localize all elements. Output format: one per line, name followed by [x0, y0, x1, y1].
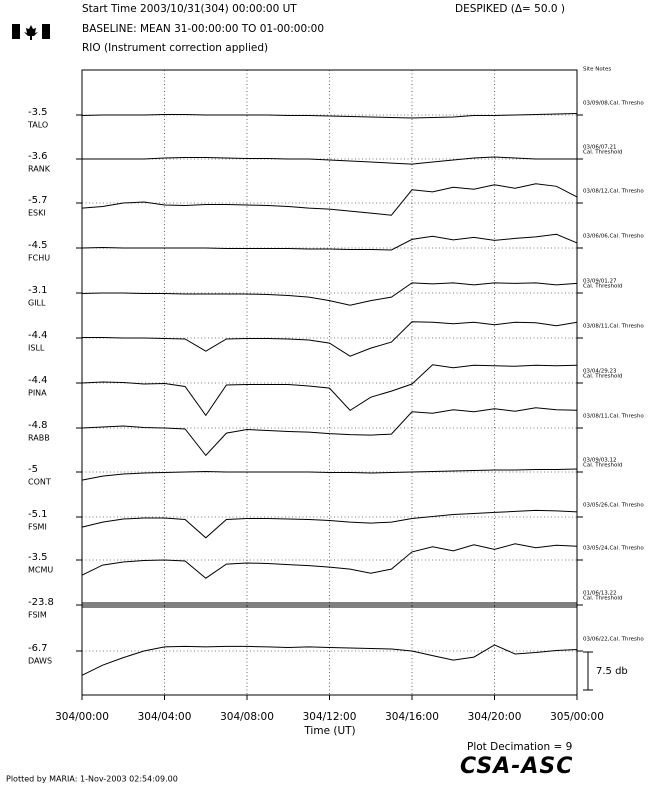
- site-notes-title: Site Notes: [583, 67, 611, 73]
- decimation: Plot Decimation = 9: [467, 741, 572, 753]
- site-note: 03/06/06,Cal. Thresho: [583, 234, 644, 240]
- baseline-label: -5: [28, 464, 38, 475]
- baseline-label: -23.8: [28, 597, 54, 608]
- station-label: MCMU: [28, 566, 53, 575]
- trace: [81, 113, 578, 119]
- site-note: 01/06/13,22: [583, 591, 616, 597]
- station-label: DAWS: [28, 657, 52, 666]
- site-note: 03/09/03,12: [583, 458, 616, 464]
- despiked: DESPIKED (Δ= 50.0 ): [455, 3, 565, 15]
- flag-logo: [12, 24, 50, 40]
- baseline-label: -3.6: [28, 151, 48, 162]
- site-note: Cal. Threshold: [583, 374, 622, 380]
- baseline-label: -4.4: [28, 330, 48, 341]
- x-tick-label: 304/00:00: [55, 711, 109, 723]
- trace: [82, 321, 578, 357]
- station-label: FCHU: [28, 254, 50, 263]
- station-label: PINA: [28, 389, 47, 398]
- correction-info: RIO (Instrument correction applied): [82, 42, 268, 54]
- baseline-label: -6.7: [28, 643, 48, 654]
- baseline-label: -3.1: [28, 285, 48, 296]
- site-note: Cal. Threshold: [583, 284, 622, 290]
- site-note: Cal. Threshold: [583, 150, 622, 156]
- trace: [81, 364, 578, 417]
- baseline-label: -4.4: [28, 375, 48, 386]
- baseline-label: -3.5: [28, 107, 48, 118]
- station-label: ISLL: [28, 344, 45, 353]
- trace: [81, 468, 578, 481]
- logo-text: CSA-ASC: [460, 754, 573, 779]
- x-tick-label: 304/16:00: [385, 711, 439, 723]
- site-note: 03/04/29,23: [583, 369, 617, 375]
- site-note: Cal. Threshold: [583, 463, 622, 469]
- baseline-label: -5.1: [28, 509, 48, 520]
- x-tick-label: 304/04:00: [138, 711, 192, 723]
- site-note: 03/05/24,Cal. Thresho: [583, 546, 644, 552]
- station-label: FSMI: [28, 523, 47, 532]
- x-tick-label: 304/12:00: [303, 711, 357, 723]
- site-note: 03/09/01,27: [583, 279, 617, 285]
- trace: [81, 233, 578, 251]
- baseline-label: -4.5: [28, 240, 48, 251]
- x-tick-label: 304/20:00: [468, 711, 522, 723]
- station-label: RABB: [28, 434, 50, 443]
- trace: [82, 156, 577, 165]
- trace: [81, 509, 578, 539]
- site-note: Cal. Threshold: [583, 596, 622, 602]
- station-label: ESKI: [28, 209, 46, 218]
- site-note: 03/08/11,Cal. Thresho: [583, 414, 644, 420]
- trace: [81, 407, 578, 457]
- plotted-by: Plotted by MARIA: 1-Nov-2003 02:54:09.00: [6, 775, 178, 784]
- station-label: CONT: [28, 478, 51, 487]
- trace: [81, 282, 578, 306]
- site-note: 03/09/08,Cal. Thresho: [583, 101, 644, 107]
- site-note: 03/06/07,21: [583, 145, 616, 151]
- trace: [81, 543, 578, 579]
- site-note: 03/05/26,Cal. Thresho: [583, 503, 644, 509]
- x-tick-label: 304/08:00: [220, 711, 274, 723]
- start-time: Start Time 2003/10/31(304) 00:00:00 UT: [82, 3, 297, 15]
- scale-bar-label: 7.5 db: [596, 666, 628, 677]
- trace: [81, 183, 578, 216]
- station-label: RANK: [28, 165, 51, 174]
- baseline-label: -3.5: [28, 552, 48, 563]
- station-label: TALO: [27, 121, 48, 130]
- baseline-info: BASELINE: MEAN 31-00:00:00 TO 01-00:00:0…: [82, 23, 324, 35]
- trace: [81, 644, 578, 676]
- site-note: 03/06/22,Cal. Thresho: [583, 637, 644, 643]
- site-note: 03/08/12,Cal. Thresho: [583, 189, 644, 195]
- baseline-label: -5.7: [28, 195, 48, 206]
- station-label: FSIM: [28, 611, 47, 620]
- site-note: 03/08/11,Cal. Thresho: [583, 324, 644, 330]
- baseline-label: -4.8: [28, 420, 48, 431]
- station-label: GILL: [28, 299, 46, 308]
- x-tick-label: 305/00:00: [550, 711, 604, 723]
- x-axis-label: Time (UT): [303, 725, 355, 737]
